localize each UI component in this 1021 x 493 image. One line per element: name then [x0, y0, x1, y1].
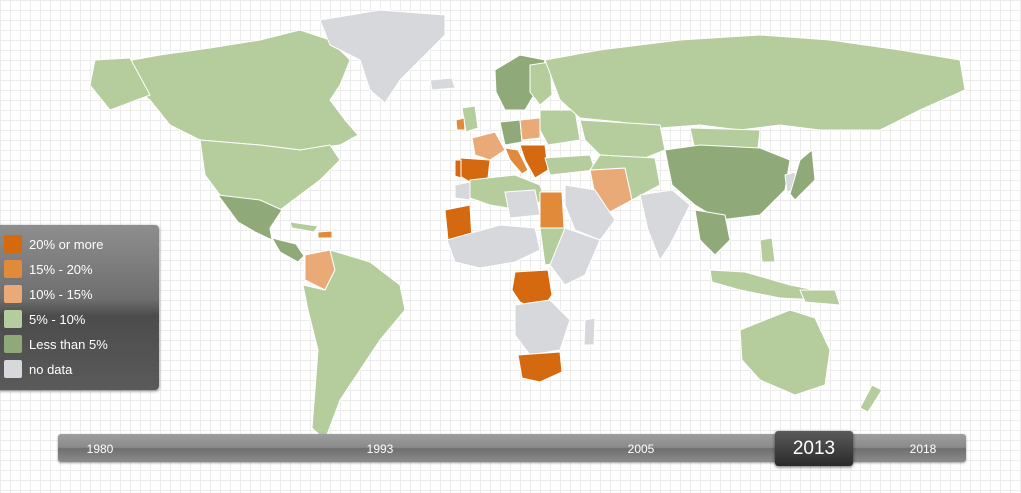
- legend-label: Less than 5%: [29, 336, 108, 352]
- turkey[interactable]: [544, 154, 596, 176]
- legend-label: no data: [29, 361, 73, 377]
- madagascar[interactable]: [583, 317, 596, 346]
- map-legend: 20% or more 15% - 20% 10% - 15% 5% - 10%…: [0, 225, 159, 390]
- greenland[interactable]: [319, 9, 446, 104]
- cuba[interactable]: [289, 221, 319, 233]
- legend-item-15-20: 15% - 20%: [4, 259, 93, 279]
- year-tick-2018[interactable]: 2018: [909, 442, 937, 456]
- legend-item-20-plus: 20% or more: [4, 234, 103, 254]
- west-africa[interactable]: [446, 224, 541, 269]
- france[interactable]: [471, 131, 506, 161]
- italy[interactable]: [504, 147, 529, 175]
- iceland[interactable]: [429, 77, 456, 91]
- balkans[interactable]: [519, 144, 549, 179]
- russia[interactable]: [544, 34, 966, 131]
- hispaniola[interactable]: [317, 230, 333, 239]
- legend-item-5-10: 5% - 10%: [4, 309, 85, 329]
- usa[interactable]: [199, 139, 341, 211]
- alaska[interactable]: [89, 57, 151, 111]
- southeast-asia[interactable]: [694, 209, 731, 256]
- poland[interactable]: [519, 117, 541, 141]
- central-asia[interactable]: [589, 154, 661, 201]
- legend-item-no-data: no data: [4, 359, 72, 379]
- legend-swatch: [4, 285, 22, 303]
- india[interactable]: [639, 189, 691, 261]
- mexico[interactable]: [217, 194, 283, 241]
- portugal[interactable]: [454, 159, 462, 179]
- southern-africa[interactable]: [514, 299, 571, 356]
- legend-swatch: [4, 260, 22, 278]
- legend-item-less-5: Less than 5%: [4, 334, 108, 354]
- libya[interactable]: [504, 189, 541, 219]
- kazakhstan[interactable]: [579, 119, 666, 161]
- legend-label: 20% or more: [29, 236, 104, 252]
- legend-swatch: [4, 235, 22, 253]
- papua[interactable]: [799, 289, 841, 306]
- legend-swatch: [4, 335, 22, 353]
- legend-swatch: [4, 310, 22, 328]
- legend-label: 10% - 15%: [29, 286, 93, 302]
- south-africa[interactable]: [517, 351, 563, 383]
- legend-label: 5% - 10%: [29, 311, 86, 327]
- egypt[interactable]: [539, 191, 565, 229]
- china[interactable]: [664, 144, 791, 221]
- ireland[interactable]: [455, 117, 466, 131]
- east-africa[interactable]: [549, 227, 601, 286]
- legend-item-10-15: 10% - 15%: [4, 284, 93, 304]
- eastern-europe[interactable]: [539, 109, 581, 146]
- legend-swatch: [4, 360, 22, 378]
- japan[interactable]: [789, 149, 816, 201]
- germany[interactable]: [499, 119, 523, 146]
- morocco[interactable]: [454, 181, 471, 201]
- legend-label: 15% - 20%: [29, 261, 93, 277]
- canada[interactable]: [104, 29, 359, 151]
- central-america[interactable]: [271, 237, 305, 263]
- philippines[interactable]: [759, 237, 776, 263]
- year-tick-1980[interactable]: 1980: [86, 442, 114, 456]
- new-zealand[interactable]: [859, 384, 883, 413]
- year-tick-2005[interactable]: 2005: [627, 442, 655, 456]
- year-tick-1993[interactable]: 1993: [366, 442, 394, 456]
- selected-year-handle[interactable]: 2013: [775, 431, 853, 466]
- australia[interactable]: [739, 309, 831, 396]
